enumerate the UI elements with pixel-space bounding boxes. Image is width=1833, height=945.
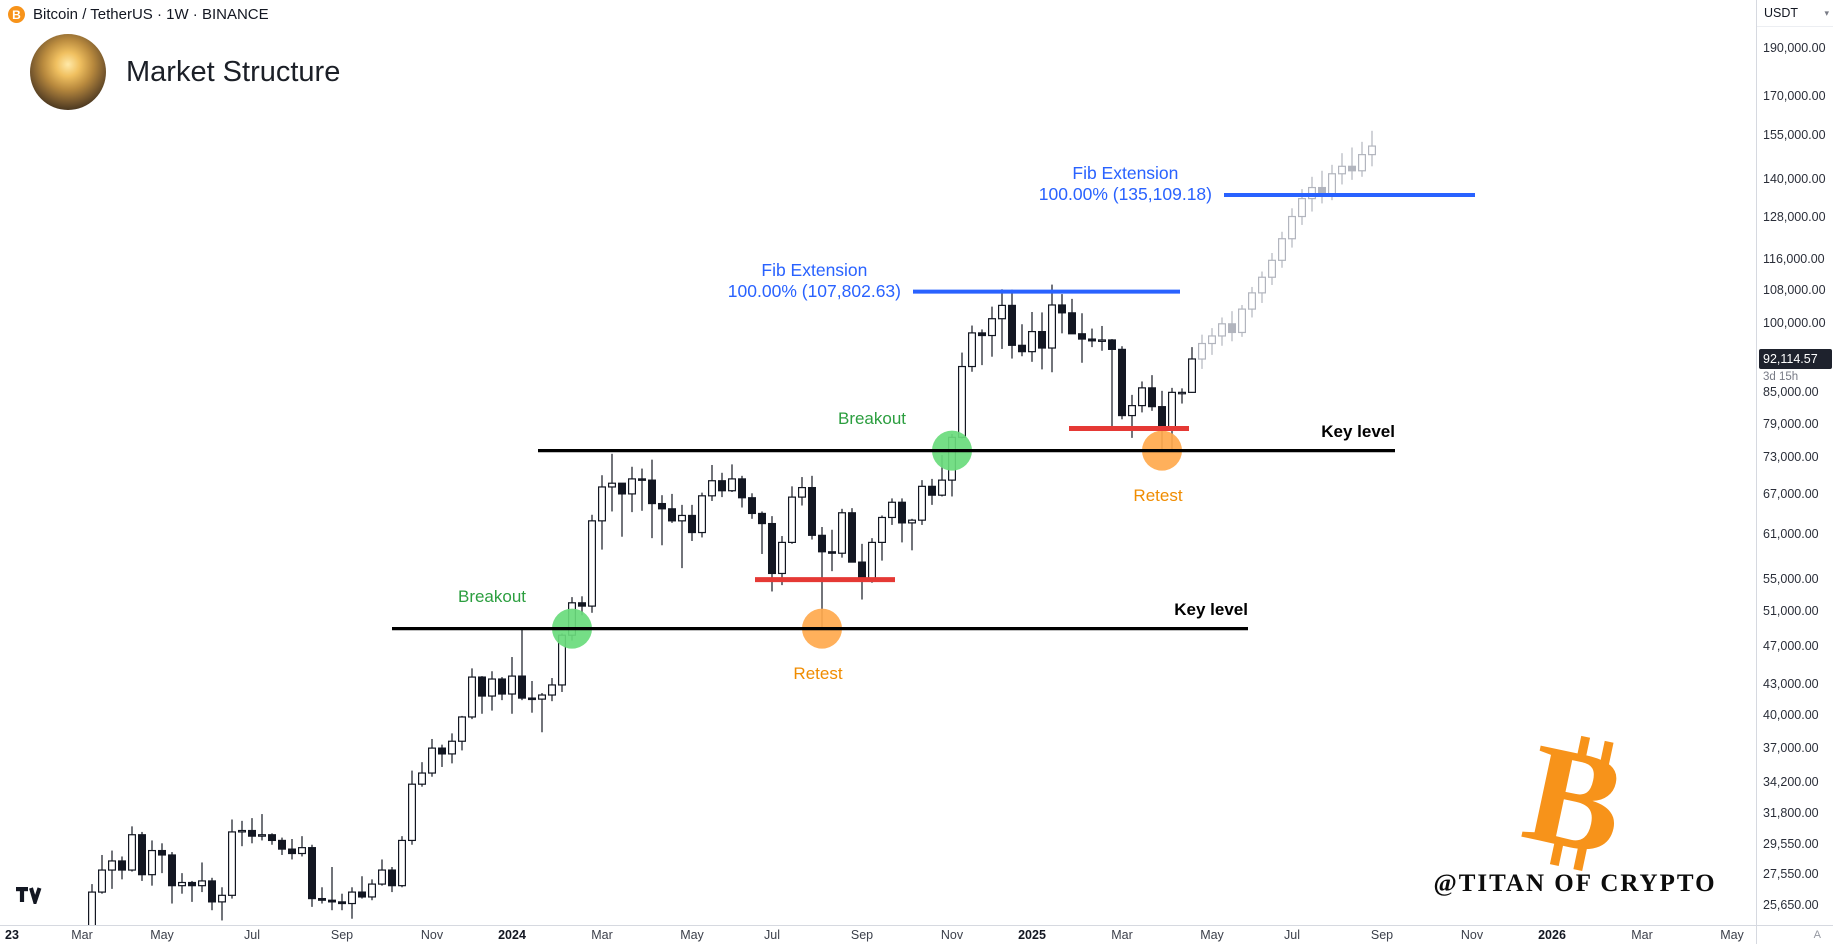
price-tick: 51,000.00 bbox=[1763, 603, 1819, 618]
time-tick: Mar bbox=[1111, 928, 1133, 942]
page-title: Market Structure bbox=[126, 55, 341, 88]
time-tick: May bbox=[1200, 928, 1224, 942]
time-tick: Nov bbox=[1460, 928, 1484, 942]
price-tick: 34,200.00 bbox=[1763, 774, 1819, 789]
time-tick: Nov bbox=[420, 928, 444, 942]
title-block: Market Structure bbox=[30, 34, 340, 110]
time-tick: Mar bbox=[1631, 928, 1653, 942]
axis-corner: A bbox=[1756, 925, 1833, 944]
price-tick: 31,800.00 bbox=[1763, 806, 1819, 821]
watermark-handle: @TITAN OF CRYPTO bbox=[1433, 870, 1717, 897]
price-tick: 25,650.00 bbox=[1763, 898, 1819, 913]
bitcoin-icon: B bbox=[8, 6, 25, 23]
price-tick: 47,000.00 bbox=[1763, 638, 1819, 653]
price-tick: 43,000.00 bbox=[1763, 676, 1819, 691]
time-tick: Sep bbox=[1370, 928, 1394, 942]
price-tick: 27,550.00 bbox=[1763, 867, 1819, 882]
time-tick: 23 bbox=[5, 928, 19, 942]
time-tick: May bbox=[1720, 928, 1744, 942]
price-axis[interactable]: USDT ▾ 92,114.57 3d 15h 190,000.00 170,00… bbox=[1756, 0, 1833, 925]
auto-scale-indicator[interactable]: A bbox=[1813, 929, 1821, 941]
last-price-badge: 92,114.57 bbox=[1759, 348, 1832, 369]
time-axis[interactable]: 23 Mar May Jul Sep Nov 2024 Mar May Jul Sep Nov 2025… bbox=[0, 925, 1756, 945]
time-tick: Sep bbox=[850, 928, 874, 942]
time-tick: 2026 bbox=[1538, 928, 1566, 942]
time-tick: Sep bbox=[330, 928, 354, 942]
chart-pane[interactable]: Key level Key level Fib Extension 100.00% (… bbox=[0, 0, 1756, 925]
price-tick: 40,000.00 bbox=[1763, 707, 1819, 722]
time-tick: Jul bbox=[1284, 928, 1300, 942]
price-tick: 79,000.00 bbox=[1763, 416, 1819, 431]
price-tick: 61,000.00 bbox=[1763, 527, 1819, 542]
time-tick: Mar bbox=[591, 928, 613, 942]
price-tick: 85,000.00 bbox=[1763, 385, 1819, 400]
time-tick: 2024 bbox=[498, 928, 526, 942]
time-tick: 2025 bbox=[1018, 928, 1046, 942]
price-tick: 190,000.00 bbox=[1763, 41, 1826, 56]
price-tick: 29,550.00 bbox=[1763, 837, 1819, 852]
price-tick: 55,000.00 bbox=[1763, 571, 1819, 586]
price-tick: 170,000.00 bbox=[1763, 88, 1826, 103]
currency-label: USDT bbox=[1764, 6, 1799, 20]
time-tick: Jul bbox=[764, 928, 780, 942]
price-tick: 128,000.00 bbox=[1763, 210, 1826, 225]
price-tick: 116,000.00 bbox=[1763, 252, 1825, 267]
price-tick: 37,000.00 bbox=[1763, 741, 1819, 756]
price-tick: 73,000.00 bbox=[1763, 450, 1819, 465]
time-tick: May bbox=[680, 928, 704, 942]
price-tick: 108,000.00 bbox=[1763, 282, 1826, 297]
candlestick-chart bbox=[87, 130, 1475, 925]
symbol-header: B Bitcoin / TetherUS · 1W · BINANCE bbox=[8, 6, 269, 23]
avatar bbox=[30, 34, 106, 110]
price-tick: 100,000.00 bbox=[1763, 315, 1826, 330]
watermark: B @TITAN OF CRYPTO bbox=[1410, 712, 1740, 898]
candle-countdown: 3d 15h bbox=[1763, 370, 1799, 383]
time-tick: Mar bbox=[71, 928, 93, 942]
currency-selector[interactable]: USDT ▾ bbox=[1757, 0, 1833, 27]
time-tick: Jul bbox=[244, 928, 260, 942]
tradingview-logo[interactable] bbox=[16, 886, 42, 909]
time-tick: May bbox=[150, 928, 174, 942]
price-tick: 155,000.00 bbox=[1763, 128, 1826, 143]
price-tick: 67,000.00 bbox=[1763, 487, 1819, 502]
chevron-down-icon: ▾ bbox=[1824, 7, 1829, 18]
time-tick: Nov bbox=[940, 928, 964, 942]
last-price-value: 92,114.57 bbox=[1763, 351, 1818, 366]
price-tick: 140,000.00 bbox=[1763, 171, 1826, 186]
symbol-title[interactable]: Bitcoin / TetherUS · 1W · BINANCE bbox=[33, 6, 269, 23]
bitcoin-logo-watermark: B bbox=[1512, 711, 1638, 887]
